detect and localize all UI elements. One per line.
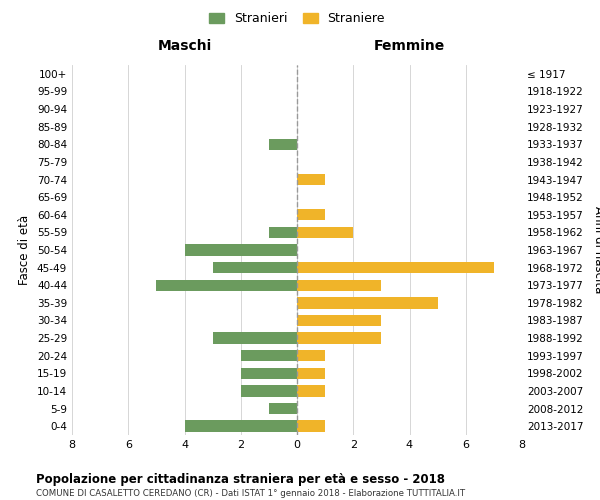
Bar	[297, 262, 494, 274]
Legend: Stranieri, Straniere: Stranieri, Straniere	[205, 8, 389, 29]
Bar	[212, 262, 297, 274]
Bar	[297, 209, 325, 220]
Y-axis label: Fasce di età: Fasce di età	[19, 215, 31, 285]
Bar	[297, 315, 382, 326]
Bar	[297, 420, 325, 432]
Text: Maschi: Maschi	[157, 38, 212, 52]
Bar	[212, 332, 297, 344]
Bar	[241, 385, 297, 396]
Text: Femmine: Femmine	[374, 38, 445, 52]
Bar	[157, 280, 297, 291]
Text: Popolazione per cittadinanza straniera per età e sesso - 2018: Popolazione per cittadinanza straniera p…	[36, 472, 445, 486]
Bar	[297, 350, 325, 362]
Bar	[297, 368, 325, 379]
Bar	[297, 297, 437, 308]
Y-axis label: Anni di nascita: Anni di nascita	[592, 206, 600, 294]
Bar	[269, 403, 297, 414]
Bar	[297, 174, 325, 185]
Bar	[297, 280, 382, 291]
Bar	[241, 350, 297, 362]
Bar	[269, 138, 297, 150]
Bar	[269, 226, 297, 238]
Bar	[241, 368, 297, 379]
Bar	[297, 226, 353, 238]
Bar	[185, 420, 297, 432]
Bar	[297, 332, 382, 344]
Bar	[185, 244, 297, 256]
Text: COMUNE DI CASALETTO CEREDANO (CR) - Dati ISTAT 1° gennaio 2018 - Elaborazione TU: COMUNE DI CASALETTO CEREDANO (CR) - Dati…	[36, 489, 465, 498]
Bar	[297, 385, 325, 396]
